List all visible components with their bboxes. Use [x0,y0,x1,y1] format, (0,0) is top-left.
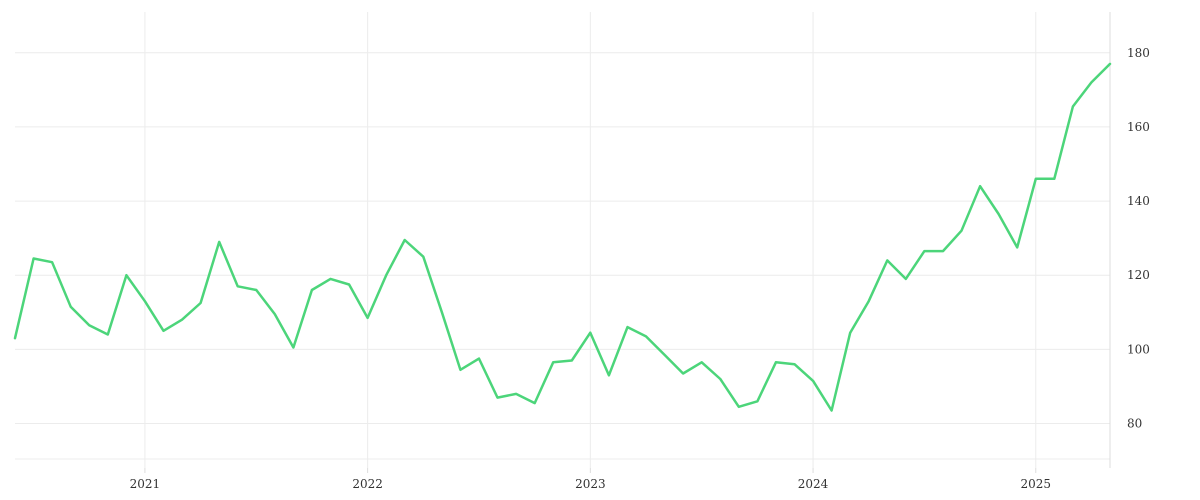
y-tick-label: 100 [1127,342,1150,356]
x-tick-label: 2023 [575,477,606,491]
grid-lines [15,12,1110,468]
series-layer [13,62,1112,412]
y-tick-label: 140 [1127,194,1150,208]
x-tick-label: 2021 [130,477,161,491]
x-tick-label: 2024 [798,477,829,491]
series-line [13,62,1112,412]
axes [144,12,1111,473]
y-tick-label: 80 [1127,417,1142,431]
y-tick-label: 180 [1127,46,1150,60]
x-tick-labels: 2021 2022 2023 2024 2025 [130,477,1051,491]
y-tick-labels: 80 100 120 140 160 180 [1127,46,1150,431]
y-tick-label: 160 [1127,120,1150,134]
x-tick-label: 2022 [352,477,383,491]
x-tick-label: 2025 [1020,477,1051,491]
y-tick-label: 120 [1127,268,1150,282]
